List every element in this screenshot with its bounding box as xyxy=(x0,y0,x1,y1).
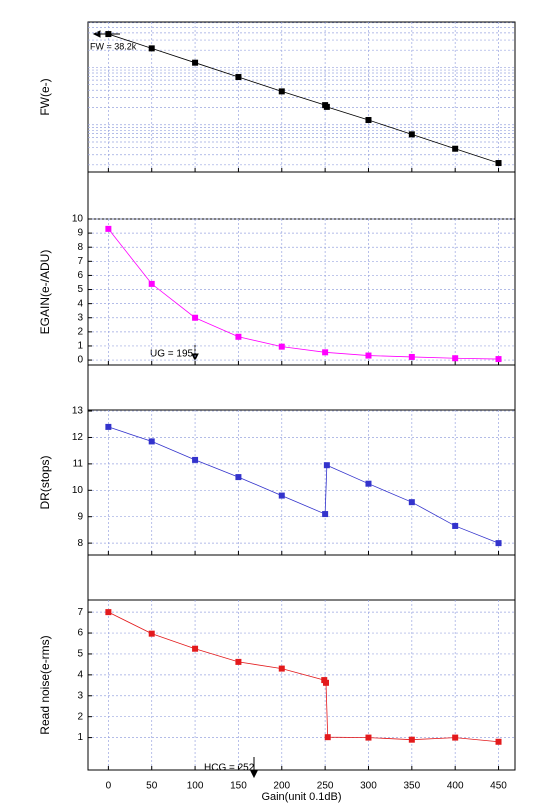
data-line xyxy=(108,426,499,544)
data-point xyxy=(148,630,155,637)
y-tick-label: 8 xyxy=(77,538,83,549)
annotation: UG = 195 xyxy=(150,349,194,360)
data-point xyxy=(365,734,372,741)
y-tick-label: 3 xyxy=(77,312,83,323)
data-point xyxy=(452,522,459,529)
annotation-arrow xyxy=(250,757,258,779)
annotation: HCG = 252 xyxy=(204,763,255,774)
x-tick-label: 50 xyxy=(146,781,158,792)
data-point xyxy=(235,333,242,340)
data-point xyxy=(495,540,502,547)
y-tick-label: 6 xyxy=(77,628,83,639)
x-tick-label: 400 xyxy=(447,781,464,792)
y-tick-label: 3 xyxy=(77,690,83,701)
data-line xyxy=(108,611,499,743)
y-tick-label: 6 xyxy=(77,270,83,281)
data-point xyxy=(192,59,199,66)
data-point xyxy=(278,88,285,95)
data-point xyxy=(192,645,199,652)
data-point xyxy=(322,349,329,356)
data-point xyxy=(322,679,329,686)
y-tick-label: 10 xyxy=(72,485,84,496)
data-point xyxy=(408,499,415,506)
x-tick-label: 250 xyxy=(317,781,334,792)
data-point xyxy=(148,438,155,445)
data-point xyxy=(235,474,242,481)
y-tick-label: 4 xyxy=(77,669,83,680)
data-point xyxy=(105,31,112,38)
data-point xyxy=(324,734,331,741)
y-axis-label: DR(stops) xyxy=(38,455,52,509)
data-point xyxy=(408,736,415,743)
data-point xyxy=(105,225,112,232)
frame xyxy=(87,21,516,771)
y-tick-label: 13 xyxy=(72,406,84,417)
data-point xyxy=(365,480,372,487)
x-tick-label: 0 xyxy=(106,781,112,792)
data-point xyxy=(408,131,415,138)
data-point xyxy=(365,352,372,359)
y-tick-label: 4 xyxy=(77,298,83,309)
data-point xyxy=(323,103,330,110)
data-point xyxy=(495,738,502,745)
data-point xyxy=(148,280,155,287)
y-tick-label: 7 xyxy=(77,256,83,267)
data-point xyxy=(192,456,199,463)
x-tick-label: 200 xyxy=(273,781,290,792)
y-tick-label: 5 xyxy=(77,649,83,660)
y-axis-label: Read noise(e-rms) xyxy=(38,635,52,734)
y-tick-label: 2 xyxy=(77,711,83,722)
data-point xyxy=(323,462,330,469)
y-tick-label: 10 xyxy=(72,214,84,225)
data-line xyxy=(108,228,499,360)
data-point xyxy=(495,160,502,167)
data-point xyxy=(278,343,285,350)
y-tick-label: 2 xyxy=(77,326,83,337)
data-line xyxy=(108,33,499,164)
y-tick-label: 1 xyxy=(77,341,83,352)
y-tick-label: 7 xyxy=(77,607,83,618)
data-point xyxy=(452,734,459,741)
data-point xyxy=(278,665,285,672)
x-tick-label: 350 xyxy=(403,781,420,792)
y-axis-label: EGAIN(e-/ADU) xyxy=(38,250,52,335)
annotation: FW = 38.2k xyxy=(90,41,137,51)
x-axis-label: Gain(unit 0.1dB) xyxy=(261,791,341,803)
data-point xyxy=(235,658,242,665)
data-point xyxy=(278,492,285,499)
data-point xyxy=(148,45,155,52)
data-point xyxy=(495,356,502,363)
y-tick-label: 9 xyxy=(77,228,83,239)
data-point xyxy=(322,511,329,518)
data-point xyxy=(365,117,372,124)
data-point xyxy=(235,74,242,81)
data-point xyxy=(105,423,112,430)
x-tick-label: 100 xyxy=(187,781,204,792)
y-tick-label: 8 xyxy=(77,242,83,253)
data-point xyxy=(192,314,199,321)
y-axis-label: FW(e-) xyxy=(38,78,52,115)
x-tick-label: 150 xyxy=(230,781,247,792)
data-point xyxy=(105,609,112,616)
y-tick-label: 11 xyxy=(73,459,84,470)
y-tick-label: 12 xyxy=(72,432,84,443)
data-point xyxy=(452,145,459,152)
y-tick-label: 5 xyxy=(77,284,83,295)
x-tick-label: 450 xyxy=(490,781,507,792)
x-tick-label: 300 xyxy=(360,781,377,792)
y-tick-label: 1 xyxy=(77,732,83,743)
y-tick-label: 0 xyxy=(77,355,83,366)
data-point xyxy=(452,355,459,362)
y-tick-label: 9 xyxy=(77,511,83,522)
data-point xyxy=(408,353,415,360)
